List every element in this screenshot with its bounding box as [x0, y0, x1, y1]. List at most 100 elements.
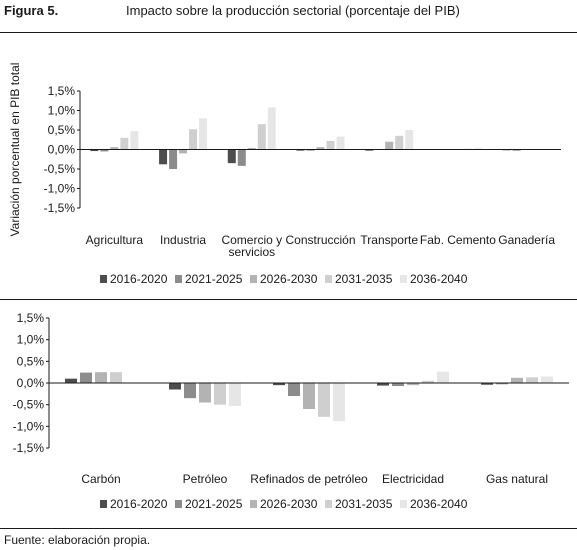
bar	[169, 383, 181, 390]
figure-label: Figura 5.	[4, 3, 59, 18]
figure-source: Fuente: elaboración propia.	[4, 533, 151, 547]
category-label: Refinados de petróleo	[250, 472, 368, 486]
legend-label: 2016-2020	[110, 497, 168, 511]
bar	[395, 135, 404, 150]
category-label: Ganadería	[498, 233, 555, 247]
y-axis-title: Variación porcentual en PIB total	[8, 63, 22, 237]
bar	[110, 147, 119, 150]
y-tick-label: -1,0%	[13, 419, 45, 433]
y-tick-label: 0,0%	[17, 376, 45, 390]
bar	[247, 147, 256, 150]
figure-header: Figura 5. Impacto sobre la producción se…	[0, 0, 577, 32]
y-tick-label: 0,0%	[48, 143, 76, 157]
y-tick-label: -0,5%	[13, 398, 45, 412]
category-label: Agricultura	[86, 233, 144, 247]
bar	[189, 129, 198, 150]
bar	[333, 383, 345, 422]
bar	[159, 149, 168, 165]
legend-swatch	[100, 275, 107, 283]
legend-label: 2036-2040	[410, 497, 468, 511]
y-tick-label: -1,5%	[13, 441, 45, 455]
bar	[288, 383, 300, 396]
category-label: Industria	[160, 233, 206, 247]
bar	[481, 383, 493, 385]
bar	[303, 383, 315, 409]
y-tick-label: 0,5%	[48, 123, 76, 137]
bar	[336, 136, 345, 150]
y-tick-label: -1,0%	[44, 182, 76, 196]
bar	[229, 383, 241, 406]
y-tick-label: -0,5%	[44, 162, 76, 176]
legend-swatch	[250, 275, 257, 283]
category-label: Carbón	[81, 472, 120, 486]
category-label: Transporte	[360, 233, 418, 247]
category-label: Comercio y	[221, 233, 282, 247]
legend-label: 2021-2025	[185, 497, 243, 511]
bar	[437, 371, 449, 383]
bar	[214, 383, 226, 405]
legend-label: 2026-2030	[260, 497, 318, 511]
bar	[179, 149, 188, 154]
legend-swatch	[250, 500, 257, 508]
y-tick-label: 0,5%	[17, 354, 45, 368]
y-tick-label: 1,5%	[48, 84, 76, 98]
legend-swatch	[400, 500, 407, 508]
y-tick-label: -1,5%	[44, 201, 76, 215]
bar	[130, 131, 139, 150]
bar	[199, 383, 211, 403]
category-label: Electricidad	[382, 472, 444, 486]
chart-energy-bottom: 1,5% 1,0% 0,5% 0,0% -0,5% -1,0% -1,5% Carbón Pet…	[13, 311, 569, 511]
legend-swatch	[175, 275, 182, 283]
bar	[110, 372, 122, 383]
bar	[306, 149, 315, 151]
bar	[257, 124, 266, 150]
legend-label: 2031-2035	[335, 272, 393, 286]
top-rule	[0, 32, 577, 33]
bar	[273, 383, 285, 386]
bar	[227, 149, 236, 164]
bar	[541, 376, 553, 383]
bar	[184, 383, 196, 399]
y-tick-label: 1,5%	[17, 311, 45, 325]
middle-rule	[0, 299, 577, 300]
category-label: Petróleo	[183, 472, 228, 486]
category-label: servicios	[228, 245, 275, 259]
bar	[326, 140, 335, 150]
y-tick-label: 1,0%	[48, 104, 76, 118]
legend-label: 2026-2030	[260, 272, 318, 286]
legend-label: 2016-2020	[110, 272, 168, 286]
legend-label: 2021-2025	[185, 272, 243, 286]
bottom-rule	[0, 528, 577, 529]
bar	[237, 149, 246, 166]
bar	[169, 149, 178, 169]
legend-label: 2036-2040	[410, 272, 468, 286]
bar	[90, 149, 99, 152]
legend-swatch	[100, 500, 107, 508]
bar	[422, 380, 434, 383]
bar	[512, 149, 521, 151]
bar	[405, 130, 414, 150]
bar	[473, 148, 482, 150]
bar	[100, 149, 109, 152]
bar	[496, 383, 508, 385]
category-label: Gas natural	[486, 472, 548, 486]
bar	[511, 377, 523, 383]
category-label: Construcción	[285, 233, 355, 247]
bar	[392, 383, 404, 387]
category-label: Fab. Cemento	[420, 233, 496, 247]
bar	[267, 107, 276, 150]
y-tick-label: 1,0%	[17, 333, 45, 347]
bar	[318, 383, 330, 417]
bar	[95, 372, 107, 383]
bar	[365, 149, 374, 151]
legend-swatch	[325, 275, 332, 283]
bar	[199, 118, 208, 150]
bar	[80, 372, 92, 383]
bar	[120, 137, 129, 150]
bar	[526, 377, 538, 383]
bar	[65, 378, 77, 383]
bar	[316, 147, 325, 150]
legend-swatch	[325, 500, 332, 508]
bar	[407, 383, 419, 386]
legend-swatch	[175, 500, 182, 508]
